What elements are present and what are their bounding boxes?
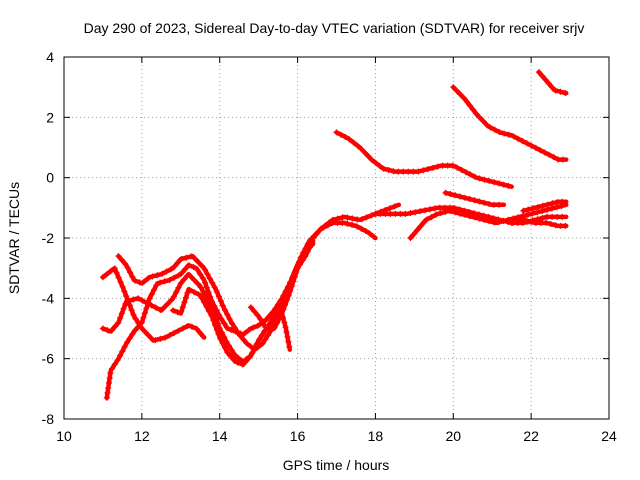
y-tick-label: 0 xyxy=(46,170,54,186)
x-tick-label: 24 xyxy=(601,428,617,444)
grid-lines xyxy=(64,57,609,419)
plus-markers xyxy=(333,129,512,189)
y-tick-label: -6 xyxy=(42,351,55,367)
series-line xyxy=(104,220,378,401)
y-tick-label: -4 xyxy=(42,290,55,306)
series-trace-12 xyxy=(372,204,569,226)
x-tick-label: 16 xyxy=(290,428,306,444)
series-line xyxy=(334,130,514,189)
y-tick-label: -8 xyxy=(42,411,55,427)
series-trace-13 xyxy=(520,198,569,214)
series-trace-9 xyxy=(535,69,569,96)
x-tick-label: 18 xyxy=(368,428,384,444)
series-trace-10 xyxy=(442,189,507,208)
x-tick-label: 12 xyxy=(134,428,150,444)
y-axis-label: SDTVAR / TECUs xyxy=(6,182,22,294)
x-tick-label: 22 xyxy=(523,428,539,444)
x-tick-label: 14 xyxy=(212,428,228,444)
series-trace-14 xyxy=(508,217,569,229)
x-tick-label: 20 xyxy=(445,428,461,444)
data-traces xyxy=(99,69,569,401)
series-trace-3 xyxy=(103,219,378,401)
x-axis-label: GPS time / hours xyxy=(283,457,390,473)
series-trace-6 xyxy=(247,241,316,332)
plus-markers xyxy=(450,84,566,163)
y-tick-label: 2 xyxy=(46,109,54,125)
y-tick-label: -2 xyxy=(42,230,55,246)
y-tick-label: 4 xyxy=(46,49,54,65)
chart-title: Day 290 of 2023, Sidereal Day-to-day VTE… xyxy=(84,20,585,36)
series-trace-8 xyxy=(450,84,569,163)
plus-markers xyxy=(103,219,377,401)
x-tick-label: 10 xyxy=(56,428,72,444)
series-trace-7 xyxy=(333,129,514,189)
series-line xyxy=(451,84,569,162)
